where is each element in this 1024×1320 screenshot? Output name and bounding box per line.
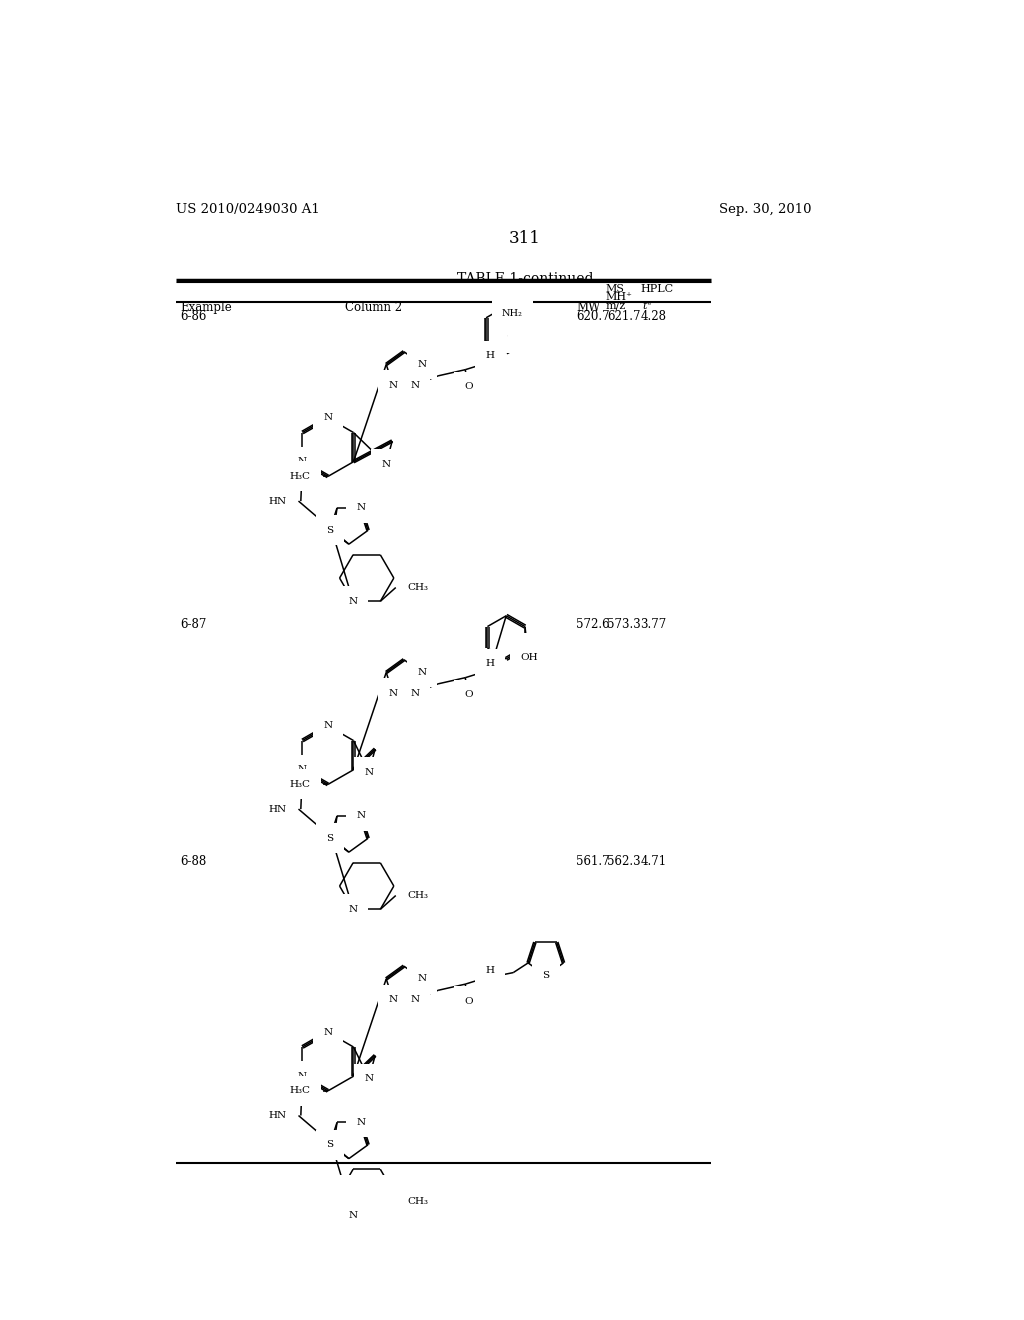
Text: 3.77: 3.77 — [640, 618, 667, 631]
Text: N: N — [298, 1072, 307, 1081]
Text: N: N — [365, 768, 374, 776]
Text: t: t — [643, 301, 647, 310]
Text: 6-86: 6-86 — [180, 310, 207, 323]
Text: S: S — [327, 834, 333, 843]
Text: MS: MS — [605, 284, 625, 294]
Text: m/z: m/z — [605, 301, 626, 310]
Text: CH₃: CH₃ — [408, 583, 428, 593]
Text: N: N — [417, 974, 426, 983]
Text: ᵉ: ᵉ — [648, 301, 651, 310]
Text: S: S — [506, 334, 513, 343]
Text: N: N — [348, 597, 357, 606]
Text: N: N — [417, 360, 426, 368]
Text: O: O — [518, 321, 525, 329]
Text: 561.7: 561.7 — [575, 855, 609, 869]
Text: US 2010/0249030 A1: US 2010/0249030 A1 — [176, 203, 319, 216]
Text: Column 2: Column 2 — [345, 301, 402, 314]
Text: N: N — [348, 906, 357, 913]
Text: 311: 311 — [509, 230, 541, 247]
Text: N: N — [382, 459, 390, 469]
Text: 6-87: 6-87 — [180, 618, 207, 631]
Text: N: N — [388, 995, 397, 1005]
Text: 620.7: 620.7 — [575, 310, 609, 323]
Text: 573.3: 573.3 — [607, 618, 641, 631]
Text: N: N — [348, 1212, 357, 1221]
Text: 4.28: 4.28 — [640, 310, 667, 323]
Text: O: O — [464, 383, 473, 391]
Text: H: H — [485, 660, 495, 668]
Text: N: N — [411, 689, 420, 697]
Text: N: N — [356, 1118, 366, 1127]
Text: N: N — [520, 644, 529, 652]
Text: 572.6: 572.6 — [575, 618, 609, 631]
Text: HN: HN — [268, 496, 287, 506]
Text: O: O — [464, 690, 473, 700]
Text: 4.71: 4.71 — [640, 855, 667, 869]
Text: N: N — [411, 380, 420, 389]
Text: MH⁺: MH⁺ — [605, 292, 632, 301]
Text: N: N — [417, 668, 426, 677]
Text: H₃C: H₃C — [290, 473, 311, 480]
Text: Sep. 30, 2010: Sep. 30, 2010 — [719, 203, 811, 216]
Text: N: N — [365, 1074, 374, 1082]
Text: CH₃: CH₃ — [408, 1197, 428, 1206]
Text: CH₃: CH₃ — [408, 891, 428, 900]
Text: N: N — [298, 457, 307, 466]
Text: HN: HN — [268, 1111, 287, 1119]
Text: NH₂: NH₂ — [502, 309, 523, 318]
Text: 6-88: 6-88 — [180, 855, 207, 869]
Text: OH: OH — [520, 653, 538, 661]
Text: H: H — [485, 966, 495, 974]
Text: S: S — [327, 1140, 333, 1150]
Text: N: N — [388, 689, 397, 697]
Text: N: N — [356, 503, 366, 512]
Text: N: N — [324, 1028, 333, 1036]
Text: N: N — [324, 413, 333, 422]
Text: N: N — [298, 766, 307, 775]
Text: MW: MW — [575, 301, 600, 314]
Text: S: S — [327, 525, 333, 535]
Text: HN: HN — [268, 805, 287, 813]
Text: 621.7: 621.7 — [607, 310, 640, 323]
Text: HPLC: HPLC — [640, 284, 674, 294]
Text: N: N — [324, 722, 333, 730]
Text: H₃C: H₃C — [290, 1086, 311, 1096]
Text: O: O — [464, 997, 473, 1006]
Text: 562.3: 562.3 — [607, 855, 641, 869]
Text: N: N — [411, 995, 420, 1005]
Text: Example: Example — [180, 301, 232, 314]
Text: H: H — [485, 351, 495, 360]
Text: N: N — [356, 812, 366, 821]
Text: S: S — [543, 972, 549, 981]
Text: N: N — [388, 380, 397, 389]
Text: O: O — [518, 331, 525, 341]
Text: H₃C: H₃C — [290, 780, 311, 789]
Text: TABLE 1-continued: TABLE 1-continued — [457, 272, 593, 286]
